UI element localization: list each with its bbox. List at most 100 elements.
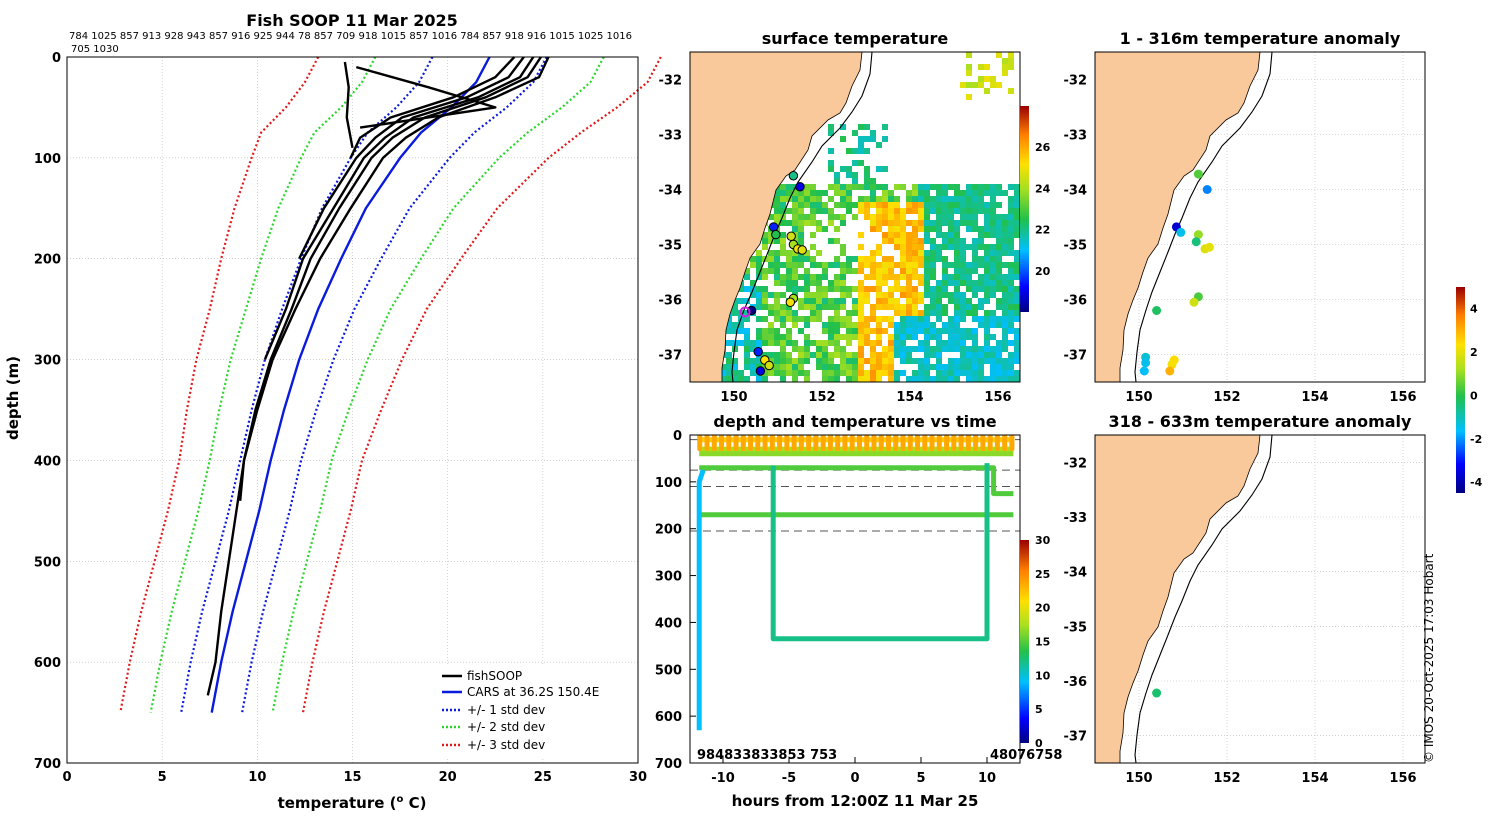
sst-pixel: [984, 358, 990, 364]
sst-pixel: [720, 364, 726, 370]
sst-pixel: [822, 226, 828, 232]
sst-pixel: [840, 274, 846, 280]
sst-pixel: [1008, 316, 1014, 322]
sst-pixel: [810, 256, 816, 262]
time-depth-colorbar-tick: 30: [1035, 534, 1051, 547]
sst-pixel: [996, 376, 1002, 382]
sst-pixel: [840, 166, 846, 172]
sst-pixel: [1014, 262, 1020, 268]
sst-pixel: [900, 304, 906, 310]
sst-pixel: [918, 214, 924, 220]
sst-pixel: [864, 196, 870, 202]
sst-pixel: [930, 184, 936, 190]
sst-pixel: [804, 286, 810, 292]
sst-pixel: [972, 352, 978, 358]
time-depth-surface-cast: [922, 435, 928, 451]
sst-pixel: [858, 328, 864, 334]
sst-pixel: [954, 274, 960, 280]
sst-pixel: [828, 358, 834, 364]
sst-pixel: [870, 358, 876, 364]
sst-pixel: [984, 346, 990, 352]
sst-pixel: [780, 316, 786, 322]
sst-pixel: [942, 364, 948, 370]
sst-pixel: [978, 376, 984, 382]
map-ytick: -36: [1064, 294, 1088, 309]
sst-pixel: [954, 250, 960, 256]
sst-pixel: [966, 190, 972, 196]
sst-pixel: [984, 226, 990, 232]
sst-pixel: [858, 208, 864, 214]
sst-map-title: surface temperature: [762, 29, 949, 48]
sst-pixel: [900, 250, 906, 256]
anomaly-upper-point: [1139, 366, 1149, 376]
sst-pixel: [828, 208, 834, 214]
sst-pixel: [780, 322, 786, 328]
sst-pixel: [1008, 202, 1014, 208]
sst-pixel: [906, 352, 912, 358]
sst-pixel: [888, 370, 894, 376]
anomaly-upper-point: [1193, 230, 1203, 240]
sst-pixel: [942, 256, 948, 262]
sst-pixel: [888, 220, 894, 226]
sst-pixel: [858, 256, 864, 262]
sst-pixel: [954, 310, 960, 316]
time-depth-track-6: [696, 469, 706, 731]
map-ytick: -34: [659, 184, 683, 199]
sst-pixel: [900, 256, 906, 262]
sst-pixel: [786, 364, 792, 370]
sst-pixel: [846, 322, 852, 328]
sst-pixel: [936, 352, 942, 358]
sst-pixel: [888, 268, 894, 274]
sst-pixel: [996, 256, 1002, 262]
sst-pixel: [984, 352, 990, 358]
sst-shelf-contour: [731, 52, 873, 382]
sst-pixel: [912, 292, 918, 298]
sst-pixel: [894, 328, 900, 334]
map-xtick: 152: [808, 390, 835, 405]
sst-pixel: [768, 328, 774, 334]
sst-pixel: [924, 358, 930, 364]
sst-pixel: [918, 244, 924, 250]
sst-pixel: [756, 274, 762, 280]
anomaly-lower-contour: [1134, 435, 1273, 763]
anomaly-colorbar-tick: 4: [1470, 303, 1478, 316]
sst-pixel: [864, 178, 870, 184]
sst-pixel: [846, 172, 852, 178]
sst-pixel: [882, 166, 888, 172]
sst-pixel: [930, 334, 936, 340]
sst-pixel: [732, 358, 738, 364]
sst-pixel: [762, 316, 768, 322]
sst-pixel: [942, 232, 948, 238]
sst-pixel: [978, 262, 984, 268]
sst-pixel: [1008, 304, 1014, 310]
sst-pixel: [1008, 262, 1014, 268]
sst-pixel: [924, 190, 930, 196]
sst-pixel: [906, 316, 912, 322]
sst-pixel: [924, 316, 930, 322]
map-xtick: 150: [1125, 390, 1152, 405]
sst-pixel: [804, 250, 810, 256]
sst-pixel: [864, 136, 870, 142]
sst-pixel: [864, 322, 870, 328]
sst-pixel: [894, 346, 900, 352]
sst-pixel: [900, 352, 906, 358]
sst-pixel: [798, 256, 804, 262]
profiles-xtick: 20: [439, 770, 457, 785]
sst-pixel: [876, 262, 882, 268]
sst-pixel: [792, 190, 798, 196]
sst-pixel: [894, 322, 900, 328]
sst-pixel: [990, 190, 996, 196]
sst-pixel: [978, 280, 984, 286]
sst-pixel: [918, 370, 924, 376]
profiles-xtick: 5: [158, 770, 167, 785]
sst-pixel: [990, 256, 996, 262]
sst-pixel: [798, 238, 804, 244]
sst-pixel: [852, 328, 858, 334]
sst-pixel: [1014, 358, 1020, 364]
sst-pixel: [966, 268, 972, 274]
sst-pixel: [984, 262, 990, 268]
sst-pixel: [780, 376, 786, 382]
sst-pixel: [1002, 190, 1008, 196]
sst-pixel: [978, 274, 984, 280]
time-depth-xtick: -5: [782, 771, 796, 786]
